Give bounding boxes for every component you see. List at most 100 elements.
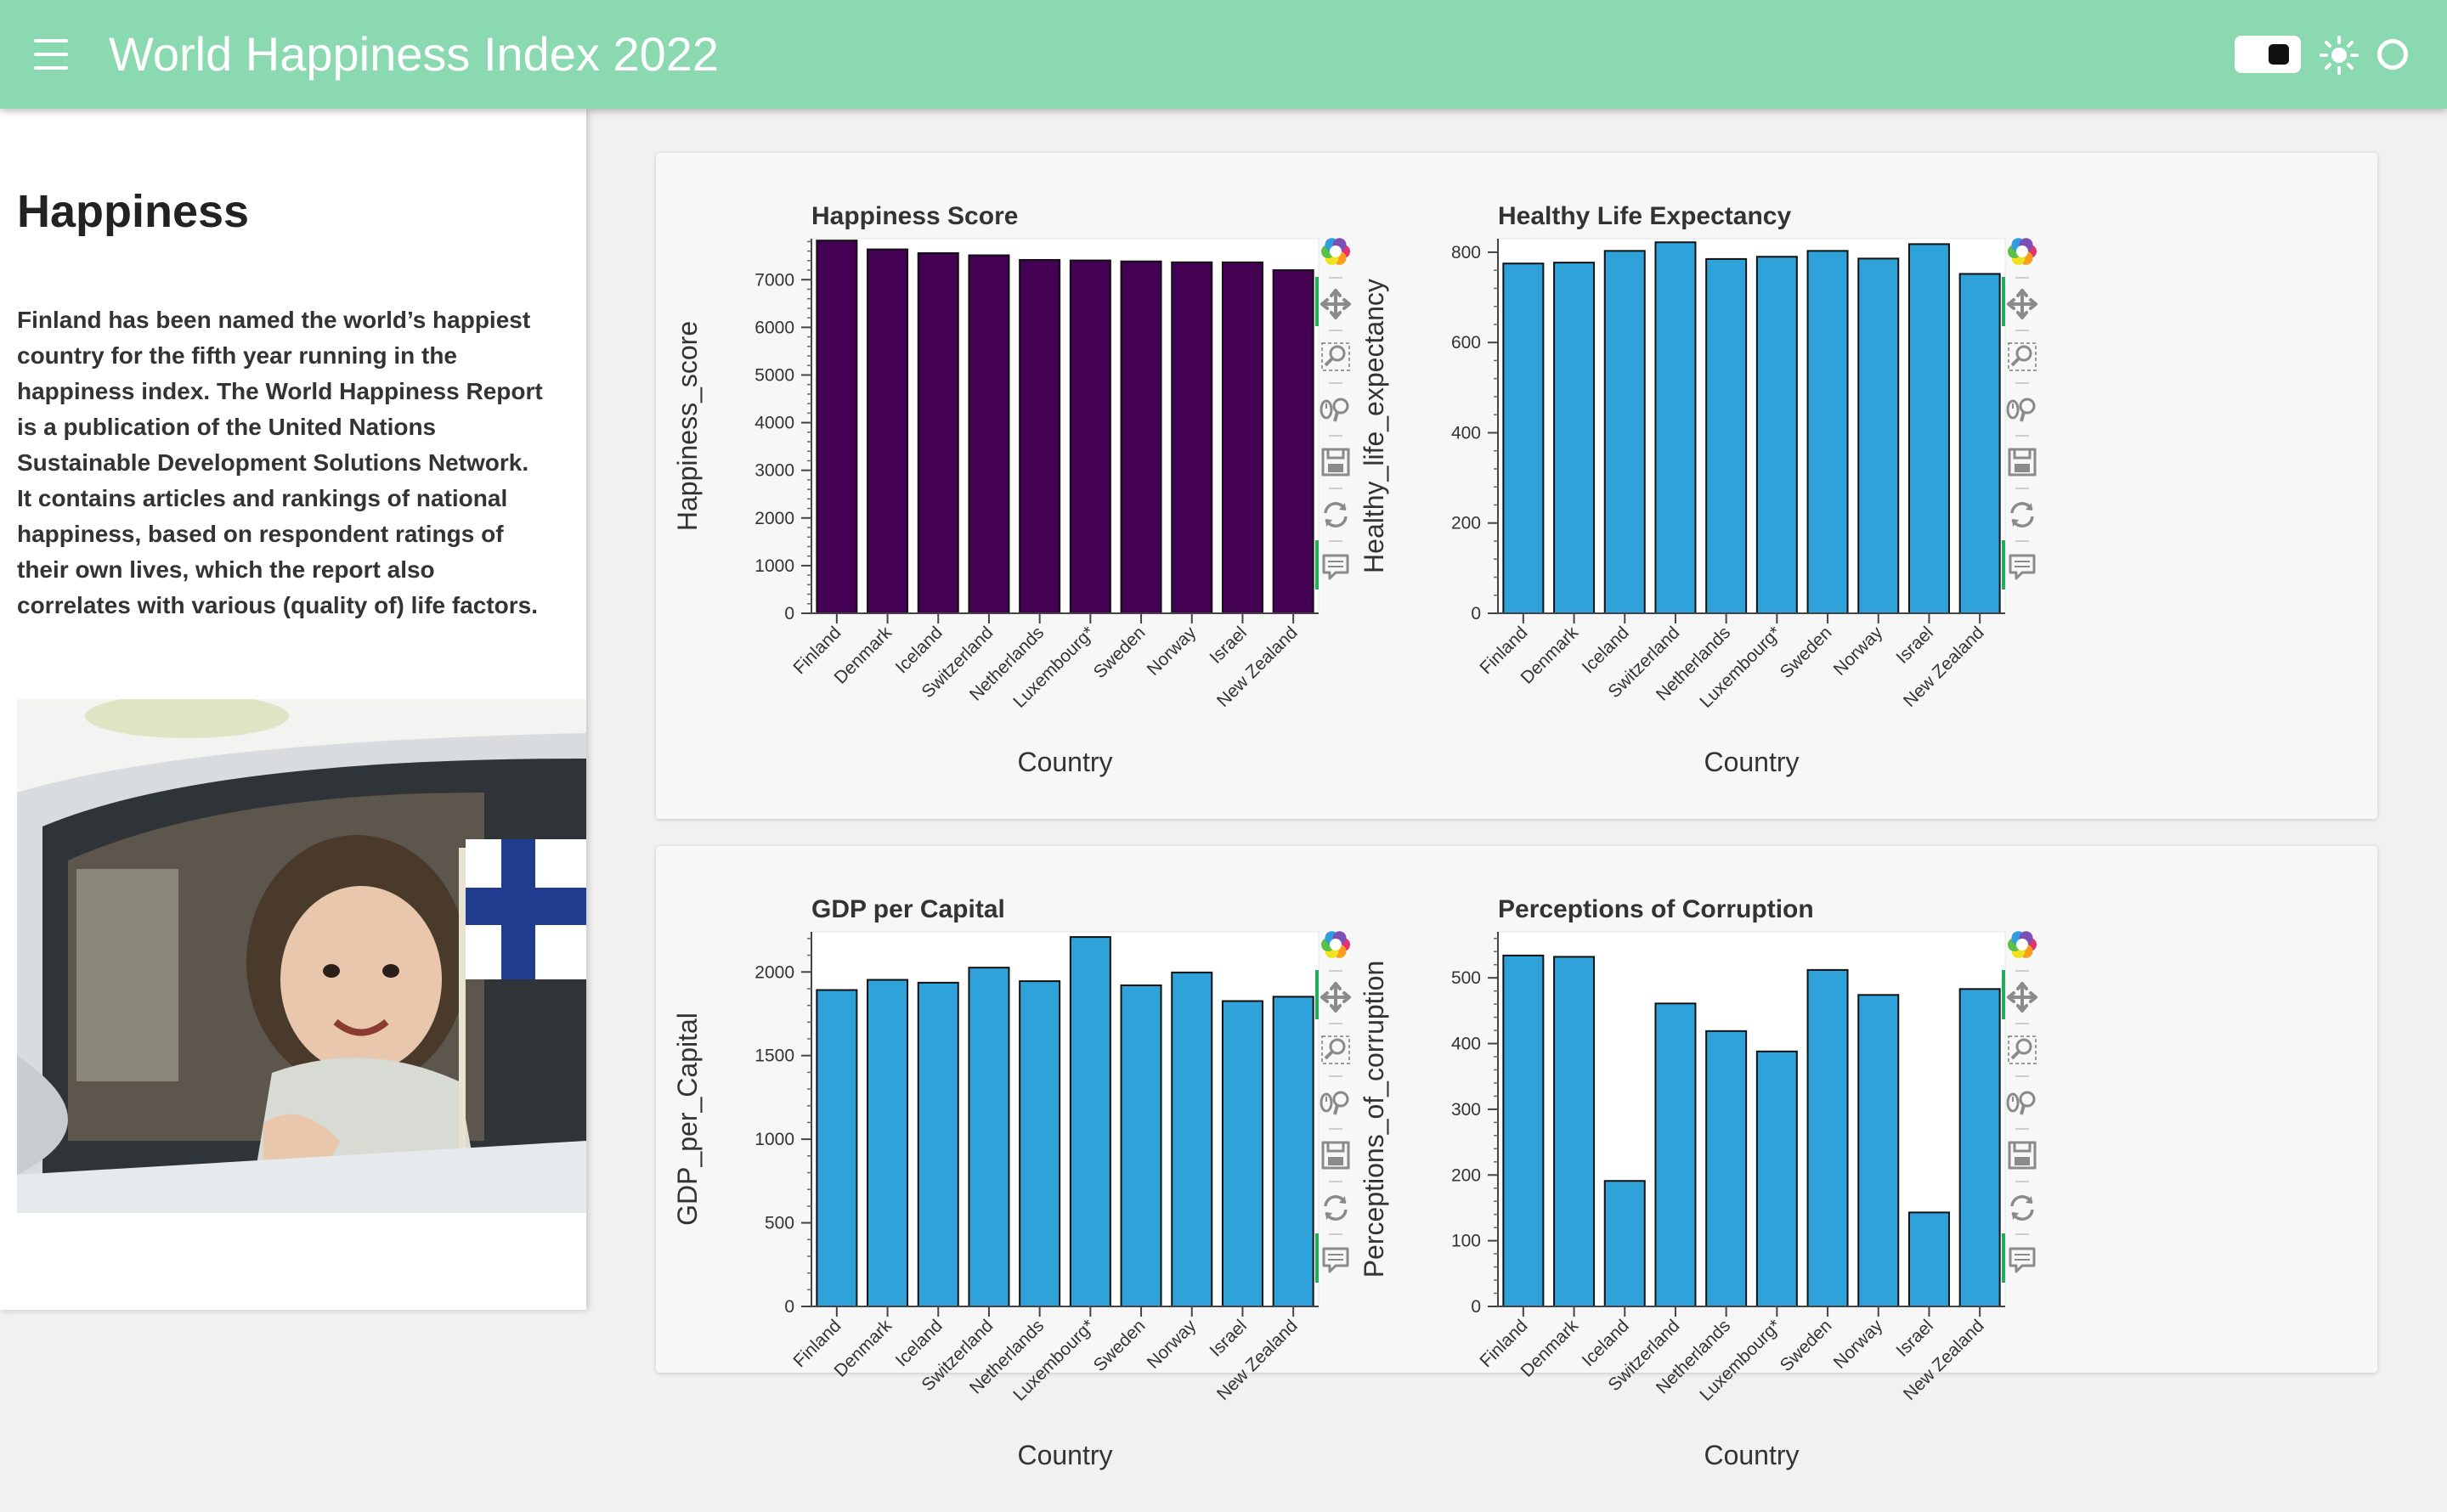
toolbar-separator xyxy=(1329,435,1342,437)
save-icon[interactable] xyxy=(1319,445,1353,479)
save-icon[interactable] xyxy=(2005,445,2039,479)
y-tick-label: 800 xyxy=(1451,243,1481,262)
chart-title: Happiness Score xyxy=(811,202,1018,230)
wheel-zoom-icon[interactable] xyxy=(1319,1086,1353,1120)
y-tick-label: 500 xyxy=(1451,968,1481,988)
bokeh-logo-icon[interactable] xyxy=(2005,928,2039,962)
bar-netherlands[interactable] xyxy=(1019,258,1061,614)
bar-finland[interactable] xyxy=(1502,262,1545,614)
healthy-life-expectancy-plot: Healthy Life Expectancy 0 200 400 600 800 Finl… xyxy=(1342,153,2039,819)
bar-new-zealand[interactable] xyxy=(1272,996,1314,1307)
bar-luxembourg[interactable] xyxy=(1069,259,1111,614)
circle-status-icon[interactable] xyxy=(2377,39,2408,70)
pan-icon[interactable] xyxy=(2005,287,2039,321)
hover-icon[interactable] xyxy=(2005,1244,2039,1278)
active-tool-indicator xyxy=(2002,277,2005,326)
bokeh-logo-icon[interactable] xyxy=(2005,234,2039,268)
bar-sweden[interactable] xyxy=(1806,250,1849,614)
bar-denmark[interactable] xyxy=(1553,956,1596,1307)
chart-card-top: Happiness Score 0 1000 2000 3000 4000 5000 6000… xyxy=(656,153,2377,819)
bar-new-zealand[interactable] xyxy=(1272,269,1314,614)
box-zoom-icon[interactable] xyxy=(2005,1033,2039,1067)
y-tick-label: 3000 xyxy=(754,461,794,481)
box-zoom-icon[interactable] xyxy=(1319,1033,1353,1067)
bokeh-logo-icon[interactable] xyxy=(1319,928,1353,962)
reset-icon[interactable] xyxy=(2005,498,2039,532)
bar-denmark[interactable] xyxy=(867,248,909,615)
active-tool-indicator xyxy=(1315,540,1319,590)
pan-icon[interactable] xyxy=(2005,980,2039,1014)
box-zoom-icon[interactable] xyxy=(1319,340,1353,374)
bar-switzerland[interactable] xyxy=(1654,241,1697,614)
bar-denmark[interactable] xyxy=(867,979,909,1308)
bar-sweden[interactable] xyxy=(1120,984,1162,1307)
pan-icon[interactable] xyxy=(1319,287,1353,321)
bar-sweden[interactable] xyxy=(1806,968,1849,1307)
bokeh-logo-icon[interactable] xyxy=(1319,234,1353,268)
pan-icon[interactable] xyxy=(1319,980,1353,1014)
bar-luxembourg[interactable] xyxy=(1755,256,1798,614)
bar-israel[interactable] xyxy=(1221,1000,1263,1307)
box-zoom-icon[interactable] xyxy=(2005,340,2039,374)
bar-luxembourg[interactable] xyxy=(1755,1050,1798,1308)
bar-israel[interactable] xyxy=(1221,261,1263,614)
bar-finland[interactable] xyxy=(816,989,858,1307)
bar-israel[interactable] xyxy=(1907,243,1950,614)
bar-norway[interactable] xyxy=(1171,971,1213,1307)
y-tick-label: 7000 xyxy=(754,270,794,290)
bar-sweden[interactable] xyxy=(1120,260,1162,614)
bar-switzerland[interactable] xyxy=(968,254,1010,615)
sun-icon[interactable] xyxy=(2320,36,2359,75)
toolbar-separator xyxy=(2015,277,2029,279)
bar-chart: Happiness Score 0 1000 2000 3000 4000 5000 6000… xyxy=(672,202,1320,777)
toolbar-separator xyxy=(1329,970,1342,972)
y-tick-label: 0 xyxy=(1471,604,1481,623)
x-tick-label: Sweden xyxy=(1777,623,1836,682)
hover-icon[interactable] xyxy=(1319,550,1353,584)
bar-netherlands[interactable] xyxy=(1705,1030,1748,1307)
x-tick-label: Norway xyxy=(1830,1316,1887,1373)
hamburger-menu-icon[interactable] xyxy=(31,37,71,71)
bar-israel[interactable] xyxy=(1907,1211,1950,1307)
toolbar-separator xyxy=(2015,1023,2029,1024)
bar-denmark[interactable] xyxy=(1553,262,1596,614)
reset-icon[interactable] xyxy=(1319,498,1353,532)
bar-norway[interactable] xyxy=(1857,994,1900,1307)
bar-iceland[interactable] xyxy=(1603,250,1646,614)
bar-norway[interactable] xyxy=(1171,261,1213,615)
hover-icon[interactable] xyxy=(1319,1244,1353,1278)
x-tick-label: Norway xyxy=(1144,1316,1201,1373)
wheel-zoom-icon[interactable] xyxy=(2005,1086,2039,1120)
hover-icon[interactable] xyxy=(2005,550,2039,584)
save-icon[interactable] xyxy=(2005,1138,2039,1172)
wheel-zoom-icon[interactable] xyxy=(1319,392,1353,426)
bar-iceland[interactable] xyxy=(917,252,959,614)
bar-finland[interactable] xyxy=(816,240,858,614)
app-header: World Happiness Index 2022 xyxy=(0,0,2447,109)
save-icon[interactable] xyxy=(1319,1138,1353,1172)
bar-luxembourg[interactable] xyxy=(1069,936,1111,1308)
toolbar-separator xyxy=(1329,1023,1342,1024)
bar-new-zealand[interactable] xyxy=(1958,988,2001,1308)
theme-toggle[interactable] xyxy=(2235,36,2301,73)
bar-finland[interactable] xyxy=(1502,954,1545,1307)
bar-norway[interactable] xyxy=(1857,257,1900,614)
y-tick-label: 4000 xyxy=(754,414,794,433)
bar-netherlands[interactable] xyxy=(1019,980,1061,1307)
bar-switzerland[interactable] xyxy=(968,967,1010,1307)
x-tick-label: Israel xyxy=(1892,1316,1937,1361)
bar-new-zealand[interactable] xyxy=(1958,273,2001,615)
reset-icon[interactable] xyxy=(2005,1191,2039,1225)
bar-iceland[interactable] xyxy=(1603,1180,1646,1307)
wheel-zoom-icon[interactable] xyxy=(2005,392,2039,426)
x-tick-label: Israel xyxy=(1892,623,1937,668)
bar-switzerland[interactable] xyxy=(1654,1002,1697,1307)
y-tick-label: 0 xyxy=(784,604,794,623)
bar-iceland[interactable] xyxy=(917,981,959,1307)
page-title: World Happiness Index 2022 xyxy=(109,27,720,81)
bar-netherlands[interactable] xyxy=(1705,257,1748,614)
sidebar-heading: Happiness xyxy=(17,186,250,237)
active-tool-indicator xyxy=(1315,970,1319,1019)
reset-icon[interactable] xyxy=(1319,1191,1353,1225)
x-tick-label: Norway xyxy=(1830,623,1887,680)
